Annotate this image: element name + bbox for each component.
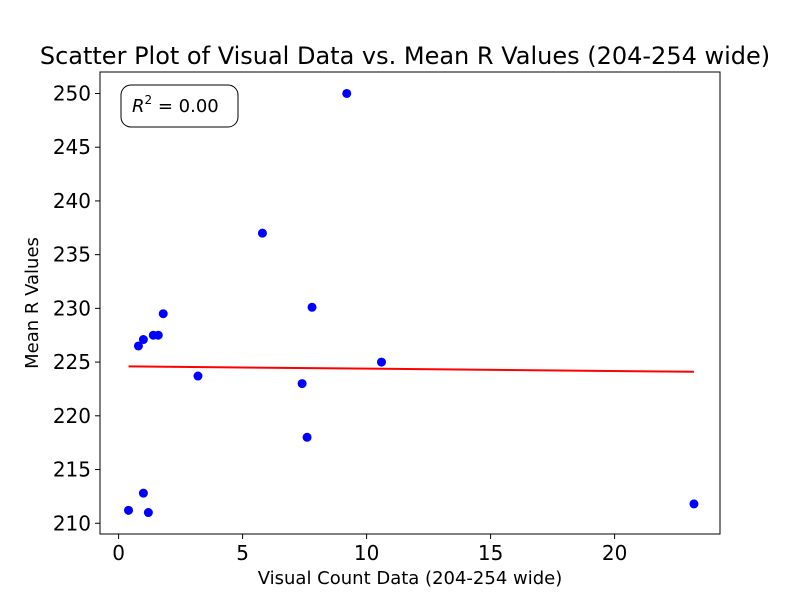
data-point xyxy=(143,508,153,518)
data-point xyxy=(302,432,312,442)
x-tick-label: 20 xyxy=(602,541,627,565)
y-tick-label: 225 xyxy=(53,350,91,374)
plot-frame xyxy=(99,71,721,535)
x-tick-label: 15 xyxy=(478,541,503,565)
r-squared-symbol: R xyxy=(132,96,145,117)
fit-line-group xyxy=(128,365,694,373)
y-tick-label: 220 xyxy=(53,404,91,428)
chart-title: Scatter Plot of Visual Data vs. Mean R V… xyxy=(40,42,770,70)
y-tick-label: 245 xyxy=(53,135,91,159)
y-tick-label: 210 xyxy=(53,511,91,535)
data-point xyxy=(257,228,267,238)
y-axis-label: Mean R Values xyxy=(22,237,43,369)
data-point xyxy=(376,357,386,367)
x-axis-label: Visual Count Data (204-254 wide) xyxy=(258,568,563,589)
r-squared-value: = 0.00 xyxy=(152,96,219,117)
data-point xyxy=(342,88,352,98)
r-squared-annotation: R2 = 0.00 xyxy=(120,84,239,128)
y-tick-label: 240 xyxy=(53,189,91,213)
x-tick-label: 10 xyxy=(354,541,379,565)
data-point xyxy=(689,499,699,509)
data-point xyxy=(307,302,317,312)
y-axis-ticks: 210 215 220 225 230 235 240 245 250 xyxy=(53,81,100,535)
data-point xyxy=(158,309,168,319)
fit-line xyxy=(128,365,694,373)
plot-area xyxy=(100,72,720,534)
r-squared-text: R2 = 0.00 xyxy=(132,93,219,117)
data-point xyxy=(124,505,134,515)
r-squared-superscript: 2 xyxy=(145,93,153,107)
data-point xyxy=(138,488,148,498)
x-tick-label: 5 xyxy=(236,541,249,565)
data-point xyxy=(153,330,163,340)
x-axis-ticks: 0 5 10 15 20 xyxy=(112,534,627,565)
data-point xyxy=(133,341,143,351)
y-tick-label: 215 xyxy=(53,458,91,482)
data-point xyxy=(297,379,307,389)
y-tick-label: 250 xyxy=(53,81,91,105)
x-tick-label: 0 xyxy=(112,541,125,565)
data-point xyxy=(193,371,203,381)
data-points xyxy=(124,88,699,518)
y-tick-label: 230 xyxy=(53,296,91,320)
data-point xyxy=(138,335,148,345)
y-tick-label: 235 xyxy=(53,243,91,267)
annotation-box xyxy=(120,84,239,128)
